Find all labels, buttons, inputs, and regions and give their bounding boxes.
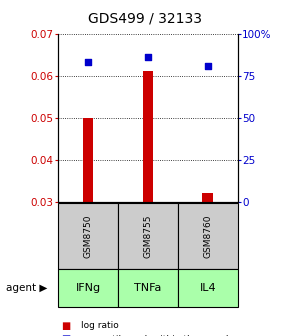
- Point: [86, 59, 90, 65]
- Point: [206, 63, 210, 68]
- Text: agent ▶: agent ▶: [6, 283, 47, 293]
- Text: TNFa: TNFa: [134, 283, 162, 293]
- Text: GSM8750: GSM8750: [84, 214, 93, 258]
- Bar: [202, 193, 213, 202]
- Text: GDS499 / 32133: GDS499 / 32133: [88, 12, 202, 26]
- Point: [146, 54, 150, 60]
- Bar: [142, 72, 153, 202]
- Bar: [83, 118, 93, 202]
- Text: IL4: IL4: [200, 283, 216, 293]
- Text: log ratio: log ratio: [81, 322, 119, 330]
- Text: GSM8755: GSM8755: [143, 214, 153, 258]
- Text: GSM8760: GSM8760: [203, 214, 212, 258]
- Text: ■: ■: [61, 321, 70, 331]
- Text: percentile rank within the sample: percentile rank within the sample: [81, 335, 234, 336]
- Text: IFNg: IFNg: [75, 283, 101, 293]
- Text: ■: ■: [61, 334, 70, 336]
